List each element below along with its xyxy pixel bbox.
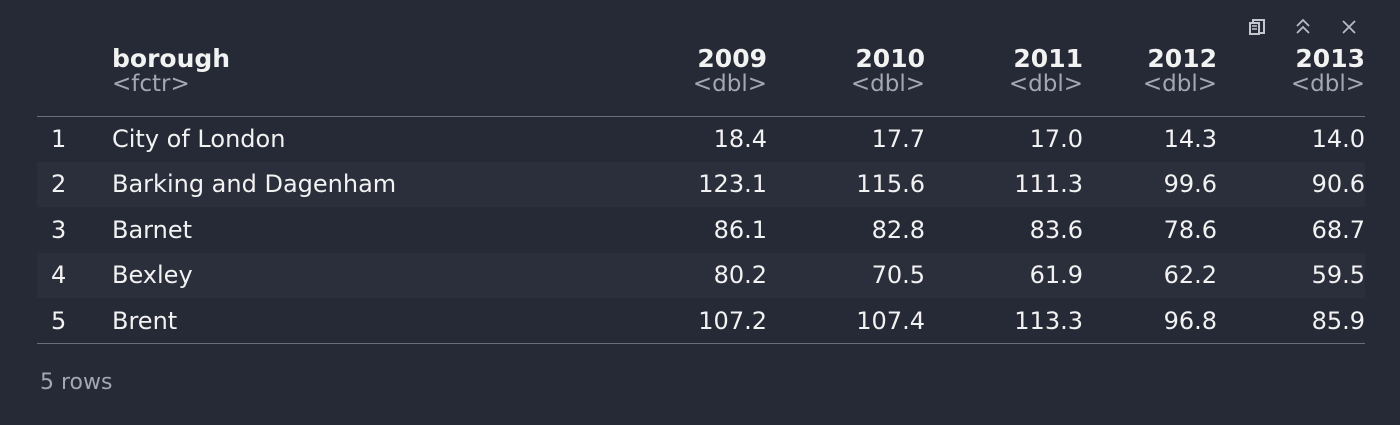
value-cell: 62.2 (1163, 261, 1217, 290)
table-row: 1 City of London 18.4 17.7 17.0 14.3 14.… (37, 116, 1365, 162)
value-cell: 107.2 (698, 306, 767, 335)
value-cell: 14.3 (1163, 125, 1217, 153)
row-index: 1 (51, 125, 67, 153)
value-cell: 85.9 (1311, 306, 1365, 335)
column-header-borough[interactable]: borough <fctr> (112, 44, 607, 116)
value-cell: 123.1 (698, 170, 767, 199)
value-cell: 99.6 (1163, 170, 1217, 199)
value-cell: 61.9 (1029, 261, 1083, 290)
column-header-2013[interactable]: 2013 <dbl> (1217, 44, 1365, 116)
table-row: 3 Barnet 86.1 82.8 83.6 78.6 68.7 (37, 207, 1365, 253)
value-cell: 83.6 (1029, 215, 1083, 244)
close-output-button[interactable] (1326, 14, 1372, 40)
value-cell: 18.4 (713, 125, 767, 153)
value-cell: 96.8 (1163, 306, 1217, 335)
column-type: <dbl> (850, 71, 925, 97)
value-cell: 111.3 (1014, 170, 1083, 199)
value-cell: 86.1 (713, 215, 767, 244)
column-name: borough (112, 44, 231, 73)
column-header-2011[interactable]: 2011 <dbl> (925, 44, 1083, 116)
borough-cell: Barking and Dagenham (112, 170, 397, 199)
collapse-output-button[interactable] (1280, 14, 1326, 40)
close-icon (1341, 19, 1357, 35)
row-count-label: 5 rows (40, 370, 113, 395)
value-cell: 90.6 (1311, 170, 1365, 199)
data-table: borough <fctr> 2009 <dbl> 2010 <dbl> 201… (37, 44, 1365, 344)
table-header-row: borough <fctr> 2009 <dbl> 2010 <dbl> 201… (37, 44, 1365, 116)
column-header-index (37, 44, 112, 116)
borough-cell: Barnet (112, 215, 193, 244)
column-header-2009[interactable]: 2009 <dbl> (607, 44, 767, 116)
value-cell: 107.4 (856, 306, 925, 335)
value-cell: 70.5 (871, 261, 925, 290)
column-type: <fctr> (112, 71, 190, 97)
column-header-2010[interactable]: 2010 <dbl> (767, 44, 925, 116)
value-cell: 80.2 (713, 261, 767, 290)
borough-cell: Brent (112, 306, 178, 335)
column-type: <dbl> (692, 71, 767, 97)
column-type: <dbl> (1290, 71, 1365, 97)
value-cell: 78.6 (1163, 215, 1217, 244)
column-type: <dbl> (1008, 71, 1083, 97)
column-name: 2011 (1013, 44, 1083, 73)
value-cell: 68.7 (1311, 215, 1365, 244)
borough-cell: Bexley (112, 261, 193, 290)
column-name: 2013 (1295, 44, 1365, 73)
row-index: 3 (51, 215, 67, 244)
column-name: 2009 (697, 44, 767, 73)
column-header-2012[interactable]: 2012 <dbl> (1083, 44, 1217, 116)
row-index: 4 (51, 261, 67, 290)
open-in-window-icon (1248, 18, 1266, 36)
value-cell: 17.0 (1029, 125, 1083, 153)
table-row: 4 Bexley 80.2 70.5 61.9 62.2 59.5 (37, 252, 1365, 298)
value-cell: 14.0 (1311, 125, 1365, 153)
collapse-icon (1294, 18, 1312, 36)
open-in-window-button[interactable] (1234, 14, 1280, 40)
value-cell: 82.8 (871, 215, 925, 244)
column-name: 2012 (1147, 44, 1217, 73)
value-cell: 115.6 (856, 170, 925, 199)
chunk-output-toolbar (1234, 14, 1372, 40)
row-index: 5 (51, 306, 67, 335)
value-cell: 113.3 (1014, 306, 1083, 335)
column-name: 2010 (855, 44, 925, 73)
column-type: <dbl> (1142, 71, 1217, 97)
value-cell: 59.5 (1311, 261, 1365, 290)
row-index: 2 (51, 170, 67, 199)
value-cell: 17.7 (871, 125, 925, 153)
table-row: 2 Barking and Dagenham 123.1 115.6 111.3… (37, 161, 1365, 207)
table-row: 5 Brent 107.2 107.4 113.3 96.8 85.9 (37, 298, 1365, 344)
borough-cell: City of London (112, 125, 286, 153)
